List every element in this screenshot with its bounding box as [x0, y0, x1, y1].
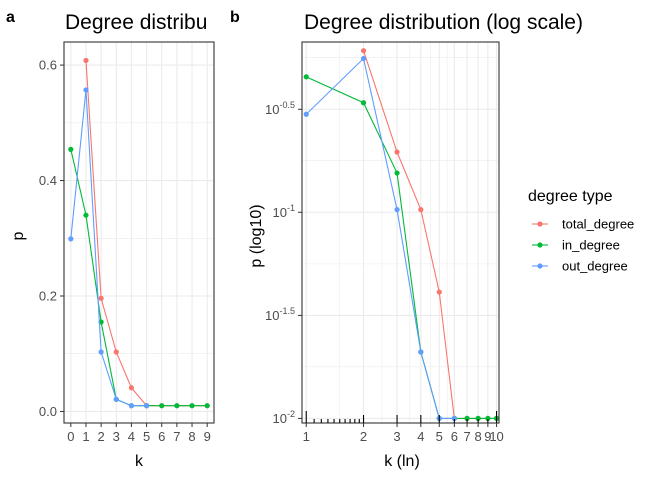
y-tick-label: 0.4 — [39, 173, 57, 188]
legend-item-out_degree: out_degree — [532, 259, 628, 274]
x-tick-label: 6 — [158, 429, 165, 444]
series-line-out_degree — [305, 57, 455, 419]
data-point-out_degree — [68, 236, 74, 242]
panel-b: b Degree distribution (log scale) k (ln)… — [230, 9, 583, 470]
data-point-in_degree — [68, 146, 74, 152]
panel-a-y-axis-label: p — [10, 231, 27, 240]
data-point-out_degree — [451, 415, 457, 422]
data-point-total_degree — [83, 57, 89, 64]
series-out_degree — [68, 87, 150, 409]
series-line-in_degree — [306, 76, 497, 419]
data-point-in_degree — [174, 403, 180, 409]
data-point-total_degree — [113, 349, 119, 355]
data-point-in_degree — [360, 100, 367, 106]
x-tick-label: 3 — [113, 429, 120, 444]
y-tick-label: 10-0.5 — [265, 100, 295, 117]
x-tick-label: 1 — [82, 429, 89, 444]
legend-item-total_degree: total_degree — [532, 217, 634, 232]
data-point-in_degree — [159, 403, 165, 409]
panel-b-label: b — [230, 9, 240, 26]
legend-label: total_degree — [562, 217, 634, 232]
series-in_degree — [68, 146, 210, 409]
series-in_degree — [303, 74, 500, 422]
data-point-out_degree — [98, 349, 104, 355]
data-point-total_degree — [98, 295, 104, 301]
x-tick-label: 5 — [143, 429, 150, 444]
series-line-total_degree — [363, 50, 497, 419]
panel-a-x-axis-label: k — [135, 453, 144, 470]
data-point-in_degree — [303, 74, 309, 80]
x-tick-label: 10 — [489, 429, 503, 444]
x-tick-label: 4 — [417, 429, 424, 444]
x-tick-label: 7 — [463, 429, 470, 444]
panel-a-grid — [64, 42, 214, 423]
data-point-in_degree — [204, 403, 210, 409]
title-clip-mask — [222, 0, 230, 40]
x-tick-label: 8 — [188, 429, 195, 444]
y-tick-label: 0.2 — [39, 289, 57, 304]
y-tick-label: 10-2 — [273, 409, 295, 426]
x-tick-label: 8 — [474, 429, 481, 444]
data-point-out_degree — [143, 403, 150, 409]
x-tick-label: 0 — [67, 429, 74, 444]
legend-key-point — [537, 242, 543, 248]
data-point-out_degree — [418, 349, 424, 355]
x-tick-label: 9 — [204, 429, 211, 444]
x-tick-label: 9 — [484, 429, 491, 444]
x-tick-label: 5 — [436, 429, 443, 444]
y-tick-label: 0.6 — [39, 58, 57, 73]
data-point-total_degree — [394, 149, 400, 155]
data-point-out_degree — [113, 396, 119, 402]
data-point-out_degree — [83, 87, 89, 93]
data-point-total_degree — [418, 207, 424, 213]
panel-a-border — [63, 41, 215, 424]
x-tick-label: 3 — [393, 429, 400, 444]
legend-title: degree type — [528, 188, 613, 205]
data-point-in_degree — [475, 415, 481, 422]
legend-item-in_degree: in_degree — [532, 238, 620, 253]
y-tick-label: 10-1 — [273, 203, 295, 220]
x-tick-label: 2 — [98, 429, 105, 444]
data-point-in_degree — [394, 170, 400, 176]
legend-label: in_degree — [562, 238, 620, 253]
data-point-in_degree — [464, 415, 470, 422]
data-point-out_degree — [360, 55, 367, 62]
data-point-total_degree — [360, 48, 367, 54]
data-point-out_degree — [128, 403, 135, 409]
legend-items: total_degree in_degree out_degree — [532, 217, 634, 274]
legend-key-point — [537, 221, 543, 227]
x-tick-label: 7 — [173, 429, 180, 444]
x-tick-label: 2 — [360, 429, 367, 444]
data-point-in_degree — [485, 415, 491, 422]
y-tick-label: 0.0 — [39, 404, 57, 419]
x-tick-label: 1 — [303, 429, 310, 444]
y-tick-label: 10-1.5 — [265, 306, 295, 323]
data-point-total_degree — [436, 289, 442, 295]
data-point-out_degree — [394, 207, 400, 213]
panel-b-border — [301, 41, 500, 424]
panel-b-title: Degree distribution (log scale) — [304, 11, 583, 34]
log-rug-ticks — [305, 411, 498, 423]
panel-a-label: a — [6, 9, 15, 26]
panel-b-x-axis-label: k (ln) — [384, 453, 420, 470]
panel-a: a Degree distribu k p 0.0 0.2 0.4 0.6 0 1 2 3 4 5… — [6, 0, 230, 470]
x-tick-label: 4 — [128, 429, 135, 444]
data-point-out_degree — [303, 111, 309, 117]
data-point-in_degree — [189, 403, 195, 409]
panel-b-y-axis-label: p (log10) — [248, 204, 265, 267]
legend-key-point — [537, 263, 543, 269]
panel-a-title: Degree distribu — [65, 11, 207, 34]
data-point-total_degree — [128, 385, 135, 391]
legend: degree type total_degree in_degree out_deg… — [528, 188, 634, 274]
legend-label: out_degree — [562, 259, 628, 274]
x-tick-label: 6 — [451, 429, 458, 444]
series-out_degree — [303, 55, 457, 422]
data-point-in_degree — [83, 212, 89, 218]
